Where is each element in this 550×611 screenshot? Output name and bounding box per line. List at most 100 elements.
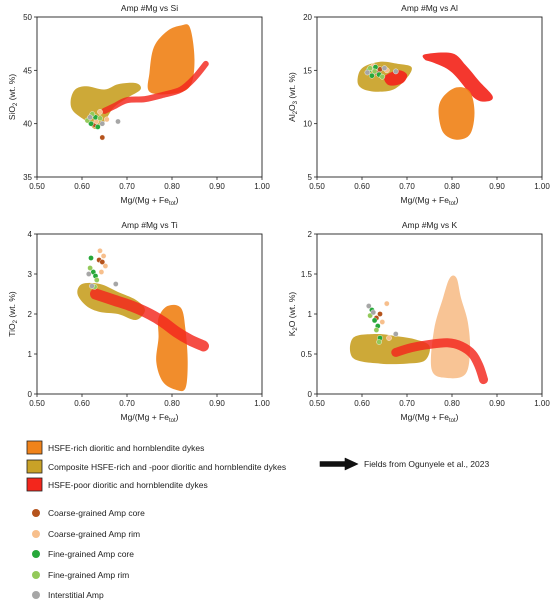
chart-panel-2: Amp #Mg vs Al 0.50 0.60 0.70 0.80 0.90 1.00 5 10… xyxy=(287,3,550,207)
data-point xyxy=(97,247,103,254)
legend-marker-fine-rim xyxy=(32,571,40,579)
x-tick-label: 0.70 xyxy=(119,399,135,408)
legend-source-note: Fields from Ogunyele et al., 2023 xyxy=(364,459,489,469)
data-point xyxy=(376,339,382,345)
x-axis-label: Mg/(Mg + Fetot) xyxy=(401,195,459,207)
data-point xyxy=(87,265,93,271)
chart-title: Amp #Mg vs Ti xyxy=(121,220,177,230)
data-point xyxy=(381,65,388,71)
data-point xyxy=(371,68,378,75)
legend-label-coarse-core: Coarse-grained Amp core xyxy=(48,508,145,518)
y-tick-label: 1 xyxy=(308,310,313,319)
x-tick-label: 0.50 xyxy=(309,182,325,191)
y-tick-label: 2 xyxy=(308,230,313,239)
y-axis-label: K2O (wt. %) xyxy=(287,292,299,337)
x-tick-label: 1.00 xyxy=(534,182,550,191)
y-tick-label: 3 xyxy=(28,270,33,279)
field-polygon xyxy=(430,275,471,379)
x-tick-label: 0.50 xyxy=(309,399,325,408)
x-tick-label: 1.00 xyxy=(254,399,270,408)
data-point xyxy=(97,109,103,115)
chart-title: Amp #Mg vs Al xyxy=(401,3,458,13)
field-polygon xyxy=(384,70,408,86)
data-point xyxy=(379,319,386,325)
x-axis-label: Mg/(Mg + Fetot) xyxy=(121,412,179,424)
y-axis-label: SiO2 (wt. %) xyxy=(7,74,19,120)
y-tick-label: 20 xyxy=(303,13,312,22)
y-axis-label: TiO2 (wt. %) xyxy=(7,291,19,337)
data-point xyxy=(115,118,121,125)
data-point xyxy=(88,255,94,261)
legend-label-composite: Composite HSFE-rich and -poor dioritic a… xyxy=(48,462,286,472)
x-tick-label: 0.60 xyxy=(354,182,370,191)
x-tick-label: 0.60 xyxy=(74,399,90,408)
x-tick-label: 1.00 xyxy=(534,399,550,408)
x-tick-label: 0.90 xyxy=(489,182,505,191)
legend-label-hsfe-rich: HSFE-rich dioritic and hornblendite dyke… xyxy=(48,443,204,453)
data-point xyxy=(386,335,392,341)
chart-panels: Amp #Mg vs Si0.50 0.60 0.70 0.80 0.90 1.00354… xyxy=(7,3,550,424)
plot-frame xyxy=(316,16,543,178)
data-point xyxy=(371,317,378,324)
field-polygon xyxy=(147,24,195,95)
x-axis-label: Mg/(Mg + Fetot) xyxy=(121,195,179,207)
data-point xyxy=(99,134,106,141)
y-tick-label: 15 xyxy=(303,66,312,75)
x-tick-label: 0.80 xyxy=(444,399,460,408)
data-point xyxy=(392,68,399,75)
data-point xyxy=(86,271,92,277)
legend-label-fine-rim: Fine-grained Amp rim xyxy=(48,570,129,580)
y-tick-label: 40 xyxy=(23,120,32,129)
x-tick-label: 1.00 xyxy=(254,182,270,191)
y-tick-label: 10 xyxy=(303,120,312,129)
legend-label-interstitial: Interstitial Amp xyxy=(48,590,104,600)
plot-frame xyxy=(36,16,263,178)
chart-title: Amp #Mg vs Si xyxy=(121,3,178,13)
y-tick-label: 0.5 xyxy=(301,350,313,359)
plot-frame xyxy=(316,233,543,395)
chart-panel-1: Amp #Mg vs Si 0.50 0.60 0.70 0.80 0.90 1.00 35 4… xyxy=(7,3,270,207)
data-point xyxy=(383,300,390,307)
legend-label-fine-core: Fine-grained Amp core xyxy=(48,549,134,559)
data-point xyxy=(98,269,105,275)
x-tick-label: 0.50 xyxy=(29,399,45,408)
x-tick-label: 0.70 xyxy=(399,182,415,191)
data-point xyxy=(377,311,383,317)
data-point xyxy=(88,120,94,127)
x-tick-label: 0.50 xyxy=(29,182,45,191)
x-tick-label: 0.80 xyxy=(444,182,460,191)
data-point xyxy=(102,263,109,269)
data-point xyxy=(379,73,386,80)
data-point xyxy=(99,259,106,265)
y-tick-label: 5 xyxy=(308,173,313,182)
data-point xyxy=(97,115,103,122)
field-polygon xyxy=(70,82,141,129)
data-point xyxy=(364,69,371,76)
data-point xyxy=(370,309,377,316)
data-point xyxy=(373,327,380,333)
field-band xyxy=(391,338,488,385)
y-axis-label: Al2O3 (wt. %) xyxy=(287,72,299,122)
data-point xyxy=(113,281,119,287)
data-point xyxy=(94,277,100,283)
arrow-icon xyxy=(319,457,359,471)
data-point xyxy=(104,116,110,123)
y-tick-label: 50 xyxy=(23,13,32,22)
data-point xyxy=(367,65,373,71)
x-tick-label: 0.60 xyxy=(74,182,90,191)
field-polygon xyxy=(349,333,430,365)
y-tick-label: 0 xyxy=(308,390,313,399)
legend-marker-interstitial xyxy=(32,591,40,599)
legend: HSFE-rich dioritic and hornblendite dyke… xyxy=(26,440,489,600)
field-polygon xyxy=(438,87,475,140)
y-tick-label: 4 xyxy=(28,230,33,239)
y-tick-label: 0 xyxy=(28,390,33,399)
x-tick-label: 0.70 xyxy=(119,182,135,191)
legend-marker-fine-core xyxy=(32,550,40,558)
data-point xyxy=(99,120,106,127)
y-tick-label: 45 xyxy=(23,66,32,75)
x-tick-label: 0.60 xyxy=(354,399,370,408)
x-tick-label: 0.90 xyxy=(209,399,225,408)
y-tick-label: 1.5 xyxy=(301,270,313,279)
